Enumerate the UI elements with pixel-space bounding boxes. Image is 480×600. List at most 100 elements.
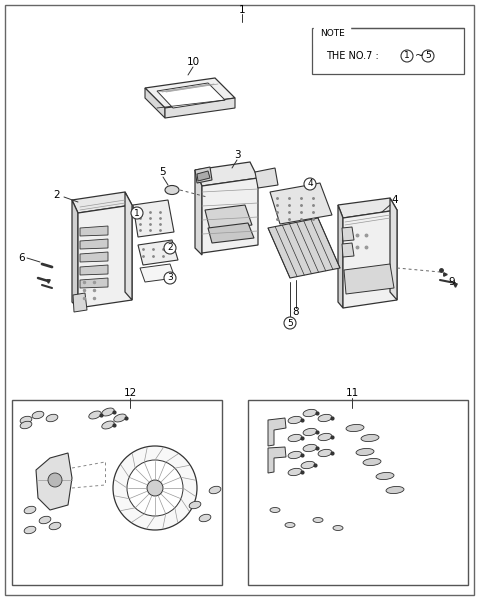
Polygon shape — [195, 170, 202, 255]
Text: 4: 4 — [392, 195, 398, 205]
Ellipse shape — [288, 434, 302, 442]
Polygon shape — [270, 183, 332, 224]
Circle shape — [164, 242, 176, 254]
Text: 5: 5 — [287, 319, 293, 328]
Bar — [248, 400, 468, 585]
Polygon shape — [268, 418, 286, 446]
Text: 2: 2 — [167, 244, 173, 253]
Circle shape — [113, 446, 197, 530]
Polygon shape — [343, 210, 397, 308]
Text: 12: 12 — [123, 388, 137, 398]
Polygon shape — [80, 265, 108, 275]
Ellipse shape — [39, 516, 51, 524]
Ellipse shape — [24, 506, 36, 514]
Ellipse shape — [376, 472, 394, 479]
Text: 6: 6 — [19, 253, 25, 263]
Polygon shape — [145, 78, 235, 108]
Circle shape — [164, 272, 176, 284]
Ellipse shape — [288, 451, 302, 458]
Circle shape — [127, 460, 183, 516]
Ellipse shape — [288, 416, 302, 424]
Polygon shape — [157, 83, 225, 108]
Ellipse shape — [356, 448, 374, 455]
Polygon shape — [342, 227, 354, 241]
Circle shape — [304, 178, 316, 190]
Polygon shape — [80, 239, 108, 249]
Ellipse shape — [333, 526, 343, 530]
Polygon shape — [338, 205, 343, 308]
Polygon shape — [73, 293, 87, 312]
Polygon shape — [344, 264, 394, 294]
Polygon shape — [80, 252, 108, 262]
Polygon shape — [268, 218, 340, 278]
Polygon shape — [125, 192, 132, 300]
Ellipse shape — [24, 526, 36, 534]
Bar — [312, 28, 464, 74]
Ellipse shape — [46, 414, 58, 422]
Text: 2: 2 — [54, 190, 60, 200]
Ellipse shape — [346, 424, 364, 431]
Polygon shape — [36, 453, 72, 510]
Ellipse shape — [102, 421, 114, 429]
Polygon shape — [195, 162, 258, 186]
Text: 8: 8 — [293, 307, 300, 317]
Ellipse shape — [270, 508, 280, 512]
Polygon shape — [197, 171, 210, 181]
Ellipse shape — [361, 434, 379, 442]
Ellipse shape — [165, 185, 179, 194]
Ellipse shape — [318, 433, 332, 440]
Circle shape — [284, 317, 296, 329]
Polygon shape — [165, 98, 235, 118]
Ellipse shape — [303, 445, 317, 452]
Text: 1: 1 — [404, 52, 410, 61]
Ellipse shape — [386, 487, 404, 494]
Text: 9: 9 — [449, 277, 456, 287]
Polygon shape — [80, 226, 108, 236]
Ellipse shape — [363, 458, 381, 466]
Text: 1: 1 — [239, 5, 245, 15]
Ellipse shape — [89, 411, 101, 419]
Polygon shape — [145, 88, 165, 118]
Circle shape — [48, 473, 62, 487]
Polygon shape — [133, 200, 174, 237]
Circle shape — [147, 480, 163, 496]
Circle shape — [131, 207, 143, 219]
Text: 11: 11 — [346, 388, 359, 398]
Polygon shape — [195, 167, 212, 183]
Ellipse shape — [49, 522, 61, 530]
Polygon shape — [72, 192, 132, 213]
Ellipse shape — [303, 409, 317, 416]
Text: 5: 5 — [160, 167, 166, 177]
Ellipse shape — [303, 428, 317, 436]
Ellipse shape — [102, 408, 114, 416]
Ellipse shape — [318, 449, 332, 457]
Text: 5: 5 — [425, 52, 431, 61]
Text: 3: 3 — [234, 150, 240, 160]
Polygon shape — [140, 264, 175, 282]
Ellipse shape — [114, 414, 126, 422]
Polygon shape — [390, 198, 397, 300]
Circle shape — [401, 50, 413, 62]
Polygon shape — [338, 198, 397, 218]
Text: 4: 4 — [307, 179, 313, 188]
Polygon shape — [255, 168, 278, 188]
Ellipse shape — [20, 416, 32, 424]
Ellipse shape — [20, 421, 32, 429]
Polygon shape — [78, 205, 132, 308]
Circle shape — [422, 50, 434, 62]
Polygon shape — [208, 223, 254, 243]
Polygon shape — [268, 447, 286, 473]
Ellipse shape — [199, 514, 211, 522]
Text: NOTE: NOTE — [320, 29, 345, 38]
Ellipse shape — [209, 486, 221, 494]
Polygon shape — [205, 205, 252, 230]
Text: 1: 1 — [134, 208, 140, 217]
Ellipse shape — [313, 517, 323, 523]
Ellipse shape — [301, 461, 315, 469]
Bar — [12, 400, 222, 585]
Polygon shape — [72, 200, 78, 308]
Ellipse shape — [189, 501, 201, 509]
Ellipse shape — [32, 411, 44, 419]
Text: THE NO.7 :: THE NO.7 : — [326, 51, 379, 61]
Ellipse shape — [288, 469, 302, 476]
